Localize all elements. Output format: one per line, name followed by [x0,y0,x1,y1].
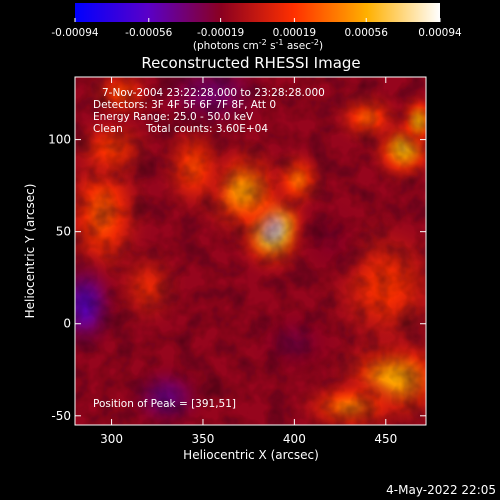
colorbar-tick-label: -0.00056 [125,27,173,39]
colorbar-ticks: -0.00094 -0.00056 -0.00019 0.00019 0.00056 0.… [51,18,462,39]
colorbar-tick-label: 0.00056 [345,27,389,39]
x-tick-label: 300 [100,432,123,446]
annotation-counts: Total counts: 3.60E+04 [145,123,268,135]
unit-exp-2: -1 [276,38,284,47]
x-tick-label: 450 [374,432,397,446]
colorbar-tick-label: 0.00019 [273,27,316,39]
colorbar-tick-label: -0.00019 [197,27,244,39]
chart-title: Reconstructed RHESSI Image [141,54,360,72]
unit-tail: asec [284,40,312,52]
y-tick-label: 0 [63,317,71,331]
unit-exp-1: -2 [259,38,267,47]
unit-main: (photons cm [193,40,259,52]
y-tick-label: -50 [51,409,71,423]
axis-ticks: 300 350 400 450 -50 0 50 100 [48,77,426,446]
y-axis-label: Heliocentric Y (arcsec) [23,184,37,319]
x-tick-label: 400 [283,432,306,446]
peak-position-label: Position of Peak = [391,51] [93,398,236,410]
y-tick-label: 50 [56,225,71,239]
annotation-time: 7-Nov-2004 23:22:28.000 to 23:28:28.000 [102,87,325,99]
y-tick-label: 100 [48,133,71,147]
annotation-clean: Clean [93,123,123,135]
x-tick-label: 350 [192,432,215,446]
unit-rest: s [267,40,276,52]
annotations: 7-Nov-2004 23:22:28.000 to 23:28:28.000 … [93,87,325,410]
annotation-energy: Energy Range: 25.0 - 50.0 keV [93,111,254,123]
unit-close: ) [319,40,323,52]
image-area [75,77,426,425]
noise-texture [75,77,426,425]
annotation-detectors: Detectors: 3F 4F 5F 6F 7F 8F, Att 0 [93,99,276,111]
x-axis-label: Heliocentric X (arcsec) [183,448,319,462]
colorbar-tick-label: -0.00094 [51,27,99,39]
unit-exp-3: -2 [311,38,319,47]
timestamp: 4-May-2022 22:05 [386,483,496,497]
colorbar [75,3,440,22]
plot-frame [74,76,427,426]
colorbar-tick-label: 0.00094 [418,27,462,39]
colorbar-unit-label: (photons cm-2 s-1 asec-2) [193,38,323,52]
